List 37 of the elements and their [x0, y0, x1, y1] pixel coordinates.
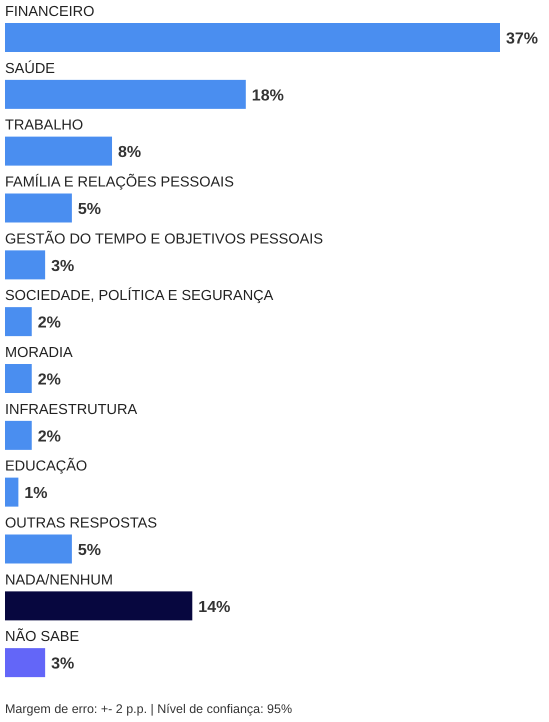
- bar: [5, 420, 32, 450]
- data-label: 2%: [38, 314, 61, 332]
- bar: [5, 478, 18, 507]
- bar: [5, 591, 192, 620]
- y-tick-label: EDUCAÇÃO: [5, 458, 88, 475]
- bar: [5, 648, 46, 678]
- y-tick-label: MORADIA: [5, 345, 73, 361]
- bar: [5, 80, 246, 109]
- y-tick-label: INFRAESTRUTURA: [5, 402, 138, 418]
- bar: [5, 23, 500, 52]
- bar: [5, 194, 72, 222]
- y-tick-label: NADA/NENHUM: [5, 572, 113, 588]
- bar: [5, 364, 32, 393]
- bar: [5, 136, 112, 166]
- data-label: 5%: [78, 201, 102, 218]
- data-label: 37%: [506, 30, 538, 48]
- bar: [5, 534, 72, 564]
- bar: [5, 250, 46, 280]
- y-tick-label: NÃO SABE: [5, 628, 80, 646]
- text: Margem de erro: +- 2 p.p. | Nível de confiança: 95%: [5, 702, 292, 716]
- data-label: 8%: [118, 144, 142, 162]
- y-tick-label: OUTRAS RESPOSTAS: [5, 516, 158, 532]
- y-tick-label: FINANCEIRO: [5, 4, 94, 20]
- data-label: 18%: [252, 87, 284, 104]
- data-label: 2%: [38, 428, 61, 446]
- data-label: 5%: [78, 542, 102, 559]
- data-label: 14%: [198, 598, 230, 616]
- y-tick-label: TRABALHO: [5, 118, 84, 134]
- data-label: 2%: [38, 372, 61, 388]
- bar: [5, 307, 32, 336]
- y-tick-label: SAÚDE: [5, 60, 56, 77]
- y-tick-label: FAMÍLIA E RELAÇÕES PESSOAIS: [5, 174, 234, 190]
- y-tick-label: SOCIEDADE, POLÍTICA E SEGURANÇA: [5, 287, 274, 304]
- data-label: 3%: [51, 258, 74, 275]
- data-label: 3%: [51, 656, 74, 673]
- data-label: 1%: [24, 485, 48, 502]
- y-tick-label: GESTÃO DO TEMPO E OBJETIVOS PESSOAIS: [5, 230, 324, 248]
